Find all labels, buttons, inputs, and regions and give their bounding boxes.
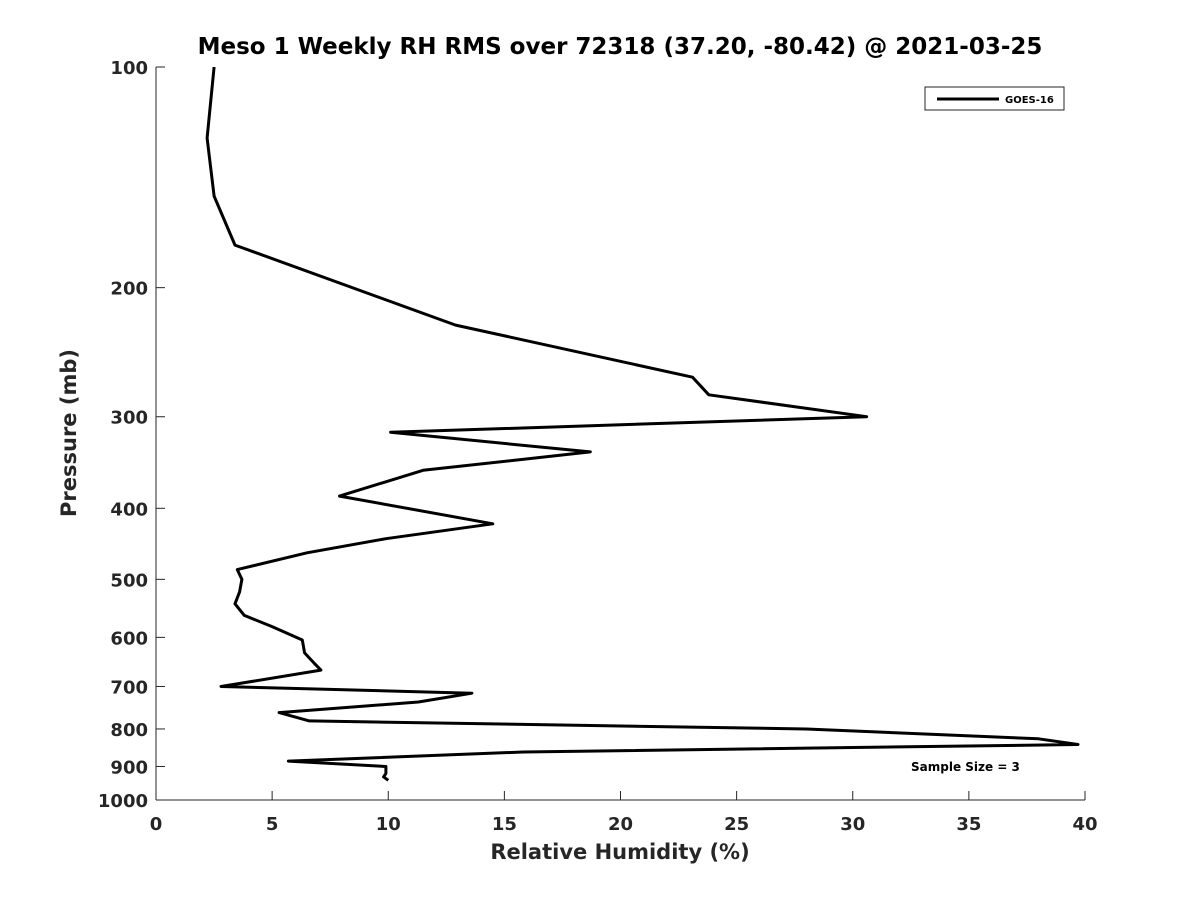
plot-area: 0 5 10 15 20 25 30 35 40 100 200 300 400 500 600 700 80… xyxy=(98,58,1098,835)
x-tick-label: 10 xyxy=(376,814,401,835)
x-tick-label: 25 xyxy=(724,814,749,835)
y-tick-label: 800 xyxy=(110,720,148,741)
x-axis-label: Relative Humidity (%) xyxy=(490,840,749,864)
x-tick-label: 0 xyxy=(150,814,163,835)
y-tick-label: 700 xyxy=(110,677,148,698)
y-tick-label: 200 xyxy=(110,279,148,300)
x-tick-label: 30 xyxy=(840,814,865,835)
y-tick-label: 900 xyxy=(110,757,148,778)
legend-label: GOES-16 xyxy=(1005,95,1054,106)
x-tick-label: 35 xyxy=(956,814,981,835)
chart-title: Meso 1 Weekly RH RMS over 72318 (37.20, … xyxy=(198,34,1043,60)
series-line-goes-16 xyxy=(205,66,1080,782)
y-tick-label: 300 xyxy=(110,408,148,429)
x-ticks: 0 5 10 15 20 25 30 35 40 xyxy=(150,791,1098,835)
legend: GOES-16 xyxy=(924,86,1065,111)
x-tick-label: 20 xyxy=(608,814,633,835)
y-axis-label: Pressure (mb) xyxy=(57,349,81,517)
y-tick-label: 1000 xyxy=(98,791,148,812)
y-tick-label: 100 xyxy=(110,58,148,79)
y-ticks: 100 200 300 400 500 600 700 800 900 1000 xyxy=(98,58,165,812)
x-tick-label: 40 xyxy=(1072,814,1097,835)
y-tick-label: 600 xyxy=(110,628,148,649)
y-tick-label: 400 xyxy=(110,499,148,520)
sample-size-annotation: Sample Size = 3 xyxy=(911,760,1020,774)
x-tick-label: 15 xyxy=(492,814,517,835)
y-tick-label: 500 xyxy=(110,570,148,591)
x-tick-label: 5 xyxy=(266,814,279,835)
